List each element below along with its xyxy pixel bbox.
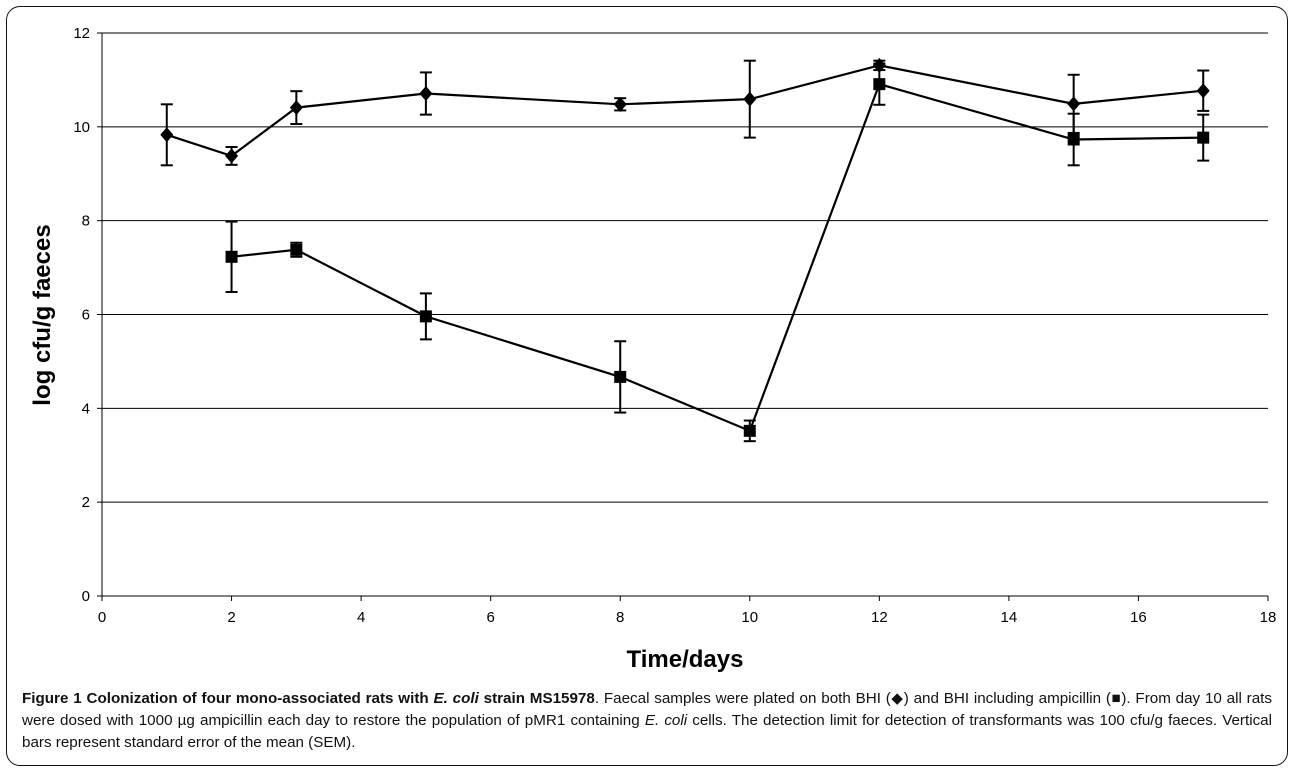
- data-point-square-12: [873, 78, 886, 91]
- x-tick-label-12: 12: [871, 609, 888, 626]
- series-group: [160, 57, 1210, 443]
- line-chart: 0 2 4 6 8 10 12 0 2 4 6 8 10 12 14 16 18 Time/days log c…: [29, 25, 1276, 673]
- data-point-diamond-17: [1196, 83, 1210, 99]
- caption-italic: E. coli: [644, 712, 688, 729]
- data-point-diamond-2: [225, 148, 239, 164]
- caption-title: Figure 1 Colonization of four mono-assoc…: [22, 690, 595, 707]
- x-tick-label-14: 14: [1001, 609, 1018, 626]
- data-point-square-3: [290, 243, 303, 256]
- x-tick-label-10: 10: [741, 609, 758, 626]
- y-tick-label-10: 10: [73, 119, 90, 136]
- data-point-diamond-5: [419, 86, 433, 102]
- x-tick-label-4: 4: [357, 609, 365, 626]
- data-point-diamond-3: [289, 100, 303, 116]
- caption-text: . Faecal samples were plated on both BHI…: [22, 690, 1272, 729]
- x-tick-label-16: 16: [1130, 609, 1147, 626]
- x-tick-label-0: 0: [98, 609, 106, 626]
- data-point-square-8: [614, 370, 627, 383]
- y-tick-label-0: 0: [82, 588, 90, 605]
- x-tick-label-18: 18: [1260, 609, 1277, 626]
- x-axis-label: Time/days: [627, 646, 744, 673]
- y-axis-label: log cfu/g faeces: [29, 224, 56, 405]
- data-point-square-17: [1197, 131, 1210, 144]
- x-tick-label-2: 2: [227, 609, 235, 626]
- y-tick-label-12: 12: [73, 25, 90, 42]
- y-tick-label-6: 6: [82, 307, 90, 324]
- data-point-square-15: [1067, 133, 1080, 146]
- series-line-square: [231, 82, 1204, 433]
- data-point-square-5: [419, 310, 432, 323]
- figure-frame: [6, 6, 1288, 766]
- series-line-diamond: [166, 64, 1204, 158]
- y-tick-label-4: 4: [82, 400, 90, 417]
- caption-text-end: cells. The detection limit for detection…: [22, 712, 1272, 751]
- y-tick-label-2: 2: [82, 494, 90, 511]
- grid-lines: [102, 32, 1268, 503]
- data-point-diamond-10: [743, 91, 757, 107]
- y-tick-label-8: 8: [82, 213, 90, 230]
- data-point-diamond-8: [613, 96, 627, 112]
- series-diamond: [160, 57, 1210, 167]
- x-tick-label-8: 8: [616, 609, 624, 626]
- data-point-square-2: [225, 250, 238, 263]
- figure-caption: Figure 1 Colonization of four mono-assoc…: [22, 688, 1272, 754]
- axes: [97, 32, 1269, 601]
- series-square: [225, 62, 1210, 443]
- x-tick-label-6: 6: [486, 609, 494, 626]
- data-point-square-10: [743, 424, 756, 437]
- data-point-diamond-1: [160, 127, 174, 143]
- tick-labels: 0 2 4 6 8 10 12 0 2 4 6 8 10 12 14 16 18: [73, 25, 1276, 626]
- data-point-diamond-15: [1067, 96, 1081, 112]
